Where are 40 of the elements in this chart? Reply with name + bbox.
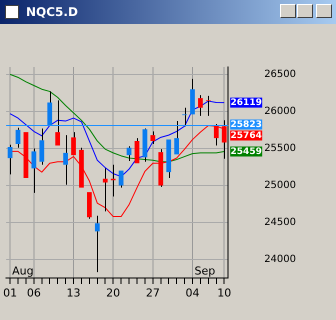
candlestick (134, 138, 140, 164)
x-tick-label: 06 (26, 286, 41, 300)
x-tick-label: 10 (217, 286, 232, 300)
candlestick (110, 164, 116, 198)
data-label: 25764 (230, 130, 262, 141)
candlestick (166, 140, 172, 179)
annotation: Aug (12, 264, 34, 278)
y-tick-label: 26000 (264, 106, 296, 118)
candlestick (71, 132, 76, 156)
candlestick (16, 127, 20, 148)
x-tick-label: 27 (146, 286, 160, 300)
candlestick (94, 215, 100, 273)
candlestick (55, 100, 60, 146)
x-tick-label: 04 (185, 286, 200, 300)
y-tick-label: 25000 (264, 180, 296, 192)
data-label: 25459 (230, 146, 262, 157)
annotation: Sep (194, 264, 216, 278)
candlestick (47, 90, 52, 126)
candlestick (150, 130, 156, 144)
data-label: 26119 (230, 98, 262, 108)
y-tick-label: 24000 (264, 254, 296, 266)
candlestick (31, 148, 36, 194)
candlestick (158, 148, 164, 188)
x-tick-label: 20 (106, 286, 120, 300)
candlestick (39, 128, 44, 166)
candlestick (8, 144, 12, 175)
candlestick (102, 168, 108, 212)
y-tick-label: 25500 (264, 143, 296, 154)
candlestick (190, 78, 195, 114)
candlestick (63, 134, 68, 186)
chart-title: NQC5.D (26, 4, 78, 21)
y-tick-label: 26500 (264, 68, 296, 80)
candlestick (174, 120, 180, 154)
candlestick (126, 146, 132, 162)
ref-line-label: 25823 (230, 120, 262, 130)
y-tick-label: 24500 (264, 217, 296, 228)
x-tick-label: 13 (66, 286, 81, 300)
candlestick (79, 147, 84, 188)
candlestick (198, 94, 203, 116)
x-tick-label: 01 (3, 286, 18, 300)
